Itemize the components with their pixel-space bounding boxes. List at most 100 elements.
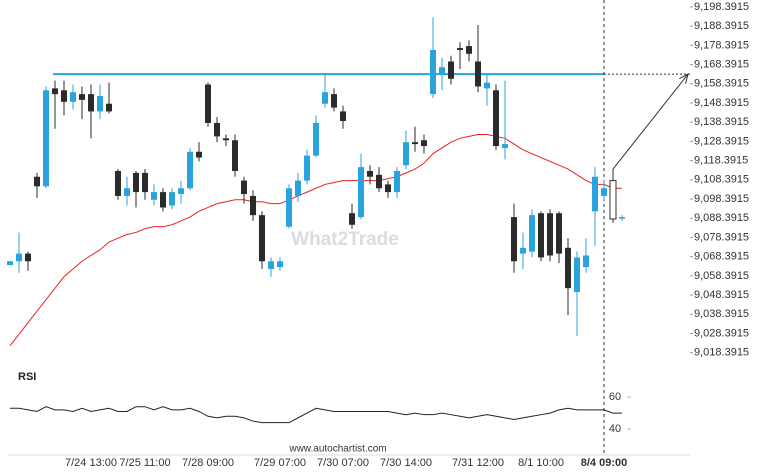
candle-body	[331, 94, 337, 108]
candle-body	[259, 215, 265, 262]
candle-body	[268, 261, 274, 269]
candle-body	[7, 261, 13, 266]
candle-body	[205, 84, 211, 123]
candle-body	[313, 122, 319, 156]
candle-body	[196, 151, 202, 158]
candle-body	[529, 215, 535, 252]
candle-body	[106, 103, 112, 112]
candle-body	[88, 94, 94, 112]
candle-body	[34, 176, 40, 187]
candle-body	[609, 180, 617, 220]
candle-body	[97, 96, 103, 112]
candle-body	[304, 155, 310, 181]
candle-body	[439, 67, 445, 75]
candle-body	[241, 180, 247, 195]
candle-body	[79, 94, 85, 100]
candle-body	[412, 142, 418, 145]
candle-body	[448, 61, 454, 79]
x-tick-label: 7/25 11:00	[119, 457, 170, 469]
candle-body	[583, 255, 589, 268]
candle-body	[376, 174, 382, 189]
x-tick-label: 7/28 09:00	[182, 457, 234, 469]
candle-body	[511, 217, 517, 262]
y-tick-label: 9,118.3915	[694, 155, 748, 167]
candle-body	[70, 92, 76, 102]
candle-body	[619, 217, 625, 219]
candle-body	[484, 82, 490, 89]
y-tick-label: 9,048.3915	[694, 289, 749, 301]
forecast-arrow	[612, 74, 688, 170]
source: www.autochartist.com	[288, 444, 386, 455]
watermark: What2Trade	[291, 229, 399, 250]
candle-body	[295, 180, 301, 196]
candle-body	[394, 170, 400, 193]
y-tick-label: 9,128.3915	[694, 135, 749, 147]
candle-body	[466, 46, 472, 54]
candle-body	[214, 122, 220, 137]
candle-body	[16, 253, 22, 262]
y-tick-label: 9,018.3915	[694, 347, 749, 359]
candle-body	[601, 188, 607, 196]
candle-body	[556, 213, 562, 254]
y-tick-label: 9,108.3915	[694, 174, 749, 186]
candle-body	[592, 176, 598, 212]
candle-body	[151, 192, 157, 200]
y-tick-label: 9,088.3915	[694, 212, 749, 224]
y-tick-label: 9,098.3915	[694, 193, 749, 205]
candle-body	[277, 261, 283, 268]
candle-body	[502, 144, 508, 148]
candle-body	[115, 170, 121, 196]
candle-body	[223, 138, 229, 141]
candle-body	[385, 184, 391, 193]
y-tick-label: 9,148.3915	[694, 97, 749, 109]
x-tick-label: 7/30 07:00	[317, 457, 369, 469]
candle-body	[232, 140, 238, 171]
rsi-tick-label: 60	[609, 391, 621, 403]
candle-body	[25, 253, 31, 262]
candle-body	[349, 213, 355, 225]
candle-body	[178, 188, 184, 195]
y-tick-label: 9,028.3915	[694, 327, 749, 339]
y-tick-label: 9,038.3915	[694, 308, 749, 320]
candle-body	[142, 172, 148, 193]
candle-body	[340, 111, 346, 122]
candle-body	[133, 172, 139, 193]
x-tick-label: 7/31 12:00	[452, 457, 504, 469]
candle-body	[286, 188, 292, 227]
y-tick-label: 9,058.3915	[694, 270, 749, 282]
rsi-line	[10, 406, 622, 424]
candle-body	[187, 151, 193, 189]
y-tick-label: 9,168.3915	[694, 58, 749, 70]
candle-body	[367, 170, 373, 177]
candle-body	[52, 88, 58, 95]
candle-body	[43, 90, 49, 187]
y-tick-label: 9,068.3915	[694, 251, 749, 263]
x-tick-label: 7/29 07:00	[254, 457, 306, 469]
candle-body	[421, 140, 427, 146]
candle-body	[457, 48, 463, 50]
candle-body	[574, 257, 580, 292]
candle-body	[547, 213, 553, 256]
candle-body	[169, 192, 175, 206]
candle-body	[250, 195, 256, 216]
x-tick-label: 7/30 14:00	[380, 457, 432, 469]
y-tick-label: 9,138.3915	[694, 116, 749, 128]
candle-body	[520, 247, 526, 254]
x-tick-label: 8/4 09:00	[581, 457, 627, 469]
candle-body	[322, 92, 328, 104]
candle-body	[538, 213, 544, 258]
candle-body	[358, 167, 364, 218]
candle-body	[565, 247, 571, 289]
candle-body	[160, 192, 166, 208]
y-tick-label: 9,158.3915	[694, 78, 749, 90]
candle-body	[403, 142, 409, 166]
y-tick-label: 9,178.3915	[694, 39, 749, 51]
candle-body	[475, 61, 481, 87]
y-tick-label: 9,198.3915	[694, 1, 749, 13]
candle-body	[430, 49, 436, 95]
y-tick-label: 9,078.3915	[694, 231, 749, 243]
x-tick-label: 7/24 13:00	[65, 457, 117, 469]
candle-body	[493, 90, 499, 146]
moving-average	[9, 133, 622, 347]
